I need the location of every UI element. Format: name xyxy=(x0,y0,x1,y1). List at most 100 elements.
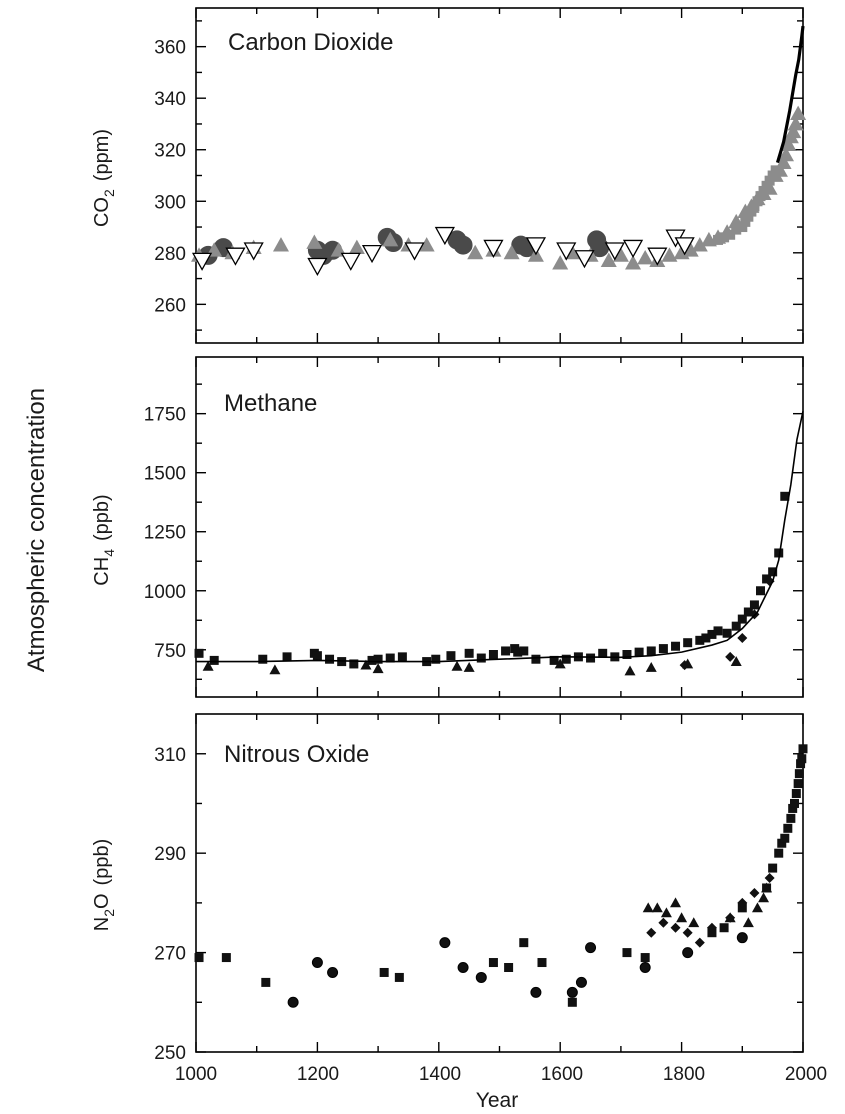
methane-data-point xyxy=(202,660,214,671)
co2-data-point xyxy=(780,136,797,151)
methane-data-point xyxy=(258,654,268,664)
n2o-data-point xyxy=(783,823,793,833)
n2o-data-point xyxy=(682,947,694,959)
co2-panel-title: Carbon Dioxide xyxy=(228,29,393,56)
methane-data-point xyxy=(624,665,636,676)
methane-y-tick-label: 1000 xyxy=(144,582,186,603)
x-tick-label: 2000 xyxy=(785,1064,827,1085)
co2-data-point xyxy=(755,191,766,202)
n2o-axis-label-sub: 2 xyxy=(101,909,117,917)
n2o-data-point xyxy=(457,962,469,973)
n2o-data-point xyxy=(793,779,803,789)
methane-data-point xyxy=(531,654,541,664)
co2-data-point xyxy=(778,146,795,162)
n2o-data-point xyxy=(788,803,798,813)
n2o-data-point xyxy=(682,927,693,938)
n2o-data-point xyxy=(725,912,736,923)
methane-data-point xyxy=(768,567,778,577)
co2-data-point xyxy=(191,252,213,271)
co2-y-tick-label: 340 xyxy=(154,89,186,110)
n2o-data-point xyxy=(719,923,729,933)
co2-data-point xyxy=(637,249,654,265)
x-tick-label: 1400 xyxy=(419,1064,461,1085)
co2-data-point xyxy=(647,247,668,266)
n2o-data-point xyxy=(646,927,657,938)
methane-panel-title: Methane xyxy=(224,390,317,417)
co2-data-point xyxy=(483,239,504,258)
co2-trend-line xyxy=(775,25,805,164)
n2o-data-point xyxy=(640,953,650,963)
co2-data-point xyxy=(453,235,473,255)
co2-data-point xyxy=(761,180,772,191)
co2-data-point xyxy=(552,255,569,270)
co2-data-point xyxy=(503,244,520,260)
methane-y-tick-label: 750 xyxy=(154,641,186,662)
methane-data-point xyxy=(282,652,292,662)
methane-data-point xyxy=(780,491,790,501)
co2-data-point xyxy=(737,222,748,233)
ch4-axis-label: CH4 (ppb) xyxy=(91,494,117,585)
co2-y-tick-label: 360 xyxy=(154,38,186,59)
methane-data-point xyxy=(743,607,753,617)
methane-data-point xyxy=(397,652,407,662)
methane-data-point xyxy=(707,629,717,639)
co2-data-point xyxy=(272,237,289,252)
methane-data-point xyxy=(725,651,736,662)
methane-data-point xyxy=(598,648,608,658)
n2o-data-point xyxy=(794,769,804,779)
co2-data-point xyxy=(625,255,642,270)
methane-data-point xyxy=(737,632,748,643)
methane-data-point xyxy=(749,600,759,610)
n2o-data-point xyxy=(791,789,801,799)
methane-data-point xyxy=(446,651,456,661)
n2o-y-tick-label: 310 xyxy=(154,745,186,766)
methane-trend-line xyxy=(196,411,804,663)
methane-panel: Methane CH4 (ppb) 750 1000 1250 1500 1750 xyxy=(91,356,804,698)
n2o-data-point xyxy=(751,902,763,913)
methane-data-point xyxy=(713,626,723,636)
co2-plot-frame xyxy=(195,7,804,344)
methane-data-point xyxy=(464,648,474,658)
n2o-data-point xyxy=(774,848,784,858)
n2o-data-point xyxy=(566,986,578,998)
n2o-data-point xyxy=(761,882,773,893)
n2o-data-point xyxy=(736,932,748,944)
n2o-data-point xyxy=(758,892,770,903)
n2o-data-point xyxy=(658,917,669,928)
n2o-data-point xyxy=(530,986,542,998)
n2o-data-point xyxy=(742,917,754,928)
n2o-data-point xyxy=(777,838,787,848)
x-axis-label: Year xyxy=(476,1089,518,1112)
methane-data-point xyxy=(349,659,359,669)
co2-data-point xyxy=(307,257,328,277)
x-tick-label: 1600 xyxy=(541,1064,583,1085)
n2o-data-point xyxy=(694,937,705,948)
co2-data-point xyxy=(418,237,435,252)
n2o-data-point xyxy=(394,972,404,982)
co2-axis-label-sub: 2 xyxy=(101,189,117,197)
methane-data-point xyxy=(385,653,395,663)
methane-data-point xyxy=(519,646,529,656)
x-tick-label: 1000 xyxy=(175,1064,217,1085)
n2o-data-point xyxy=(764,873,775,884)
n2o-data-point xyxy=(790,798,800,808)
methane-data-point xyxy=(209,655,219,665)
co2-data-point xyxy=(556,242,577,261)
co2-data-point xyxy=(467,244,484,260)
n2o-data-point xyxy=(311,957,323,969)
methane-data-point xyxy=(722,628,732,638)
methane-data-point xyxy=(312,651,322,661)
co2-data-point xyxy=(404,242,425,261)
n2o-data-point xyxy=(670,897,682,908)
n2o-data-point xyxy=(688,917,700,928)
ch4-axis-label-main: CH xyxy=(91,557,113,586)
n2o-data-point xyxy=(796,759,806,769)
methane-data-point xyxy=(451,660,463,671)
methane-data-point xyxy=(372,663,384,674)
methane-data-point xyxy=(701,633,711,643)
n2o-data-point xyxy=(261,977,271,987)
n2o-data-point xyxy=(797,754,807,764)
co2-data-point xyxy=(434,226,455,246)
methane-data-point xyxy=(622,650,632,659)
